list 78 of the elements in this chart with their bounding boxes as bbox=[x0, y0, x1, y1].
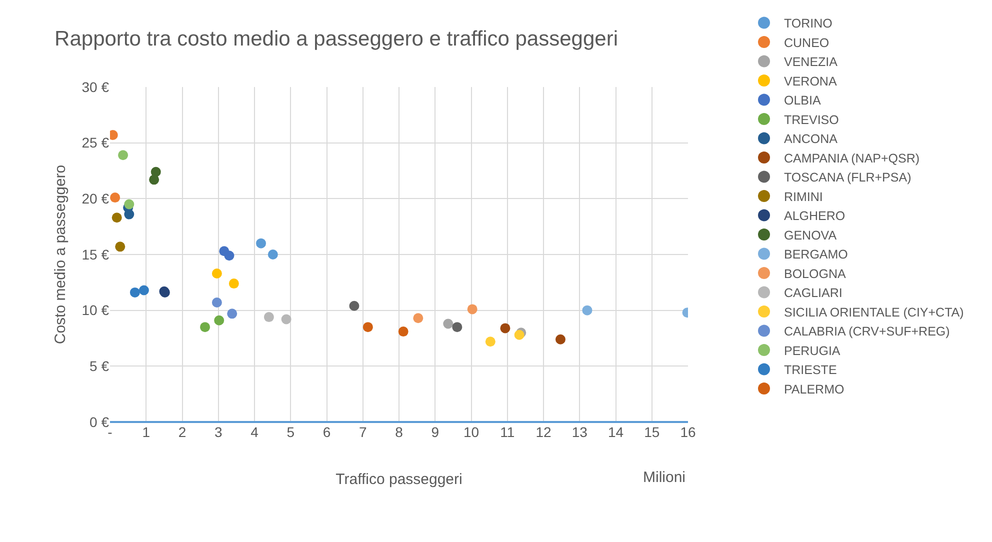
y-tick-label: 10 € bbox=[82, 302, 110, 318]
point bbox=[115, 242, 126, 252]
legend-label: VENEZIA bbox=[784, 55, 838, 70]
legend-label: TOSCANA (FLR+PSA) bbox=[784, 170, 912, 185]
point bbox=[500, 323, 510, 334]
x-tick-label: 7 bbox=[358, 424, 367, 440]
point bbox=[228, 278, 239, 289]
point bbox=[214, 315, 224, 326]
legend-label: TRIESTE bbox=[784, 363, 837, 378]
point bbox=[349, 300, 360, 311]
point bbox=[268, 250, 278, 260]
point bbox=[467, 304, 478, 314]
legend-label: ALGHERO bbox=[784, 209, 846, 224]
y-axis-title: Costo medio a passeggero bbox=[52, 164, 69, 344]
point bbox=[281, 314, 292, 324]
legend-label: GENOVA bbox=[784, 228, 838, 242]
legend-label: CAMPANIA (NAP+QSR) bbox=[784, 151, 920, 166]
x-tick-label: 9 bbox=[431, 424, 440, 440]
y-tick-label: 15 € bbox=[82, 246, 110, 262]
point bbox=[212, 268, 222, 278]
text: Milioni bbox=[643, 469, 686, 486]
point bbox=[224, 250, 234, 261]
legend-label: CAGLIARI bbox=[784, 286, 842, 300]
y-tick-label: 30 € bbox=[82, 78, 110, 95]
point bbox=[256, 238, 266, 248]
x-tick-label: 2 bbox=[178, 424, 186, 440]
x-tick-label: 5 bbox=[286, 424, 295, 440]
point bbox=[200, 322, 210, 332]
x-tick-label: 12 bbox=[536, 424, 552, 440]
legend-label: SICILIA ORIENTALE (CIY+CTA) bbox=[784, 305, 964, 320]
legend-label: OLBIA bbox=[784, 94, 822, 108]
point bbox=[118, 150, 128, 160]
point bbox=[452, 322, 462, 332]
point bbox=[398, 326, 408, 337]
legend-label: ANCONA bbox=[784, 132, 838, 146]
x-tick-label: 8 bbox=[395, 424, 404, 440]
legend-label: TREVISO bbox=[784, 112, 840, 127]
point bbox=[485, 336, 496, 347]
x-tick-label: 3 bbox=[214, 424, 222, 440]
point bbox=[264, 312, 274, 322]
x-tick-label: 1 bbox=[142, 424, 150, 440]
point bbox=[362, 322, 373, 332]
x-tick-label: 4 bbox=[250, 424, 259, 440]
legend-label: RIMINI bbox=[784, 190, 823, 204]
point bbox=[555, 334, 566, 344]
x-tick-label: 15 bbox=[644, 424, 660, 440]
x-tick-label: 16 bbox=[680, 424, 696, 440]
legend-label: TORINO bbox=[784, 16, 833, 31]
y-tick-label: 20 € bbox=[82, 190, 110, 207]
x-tick-label: 11 bbox=[500, 424, 515, 440]
x-axis-title: Traffico passeggeri bbox=[336, 471, 462, 488]
point bbox=[124, 209, 134, 220]
legend-label: PALERMO bbox=[784, 382, 844, 396]
legend-label: CALABRIA (CRV+SUF+REG) bbox=[784, 324, 950, 339]
chart-title: Rapporto tra costo medio a passeggero e traffico passeggeri bbox=[54, 27, 618, 50]
x-tick-label: 13 bbox=[572, 424, 588, 440]
point bbox=[130, 287, 140, 298]
point bbox=[124, 199, 134, 210]
legend-label: VERONA bbox=[784, 74, 838, 88]
point bbox=[110, 192, 120, 203]
point bbox=[112, 212, 122, 223]
point bbox=[138, 285, 149, 296]
y-tick-label: 5 € bbox=[90, 358, 110, 374]
legend-label: CUNEO bbox=[784, 36, 830, 50]
y-tick-label: 0 € bbox=[90, 414, 110, 430]
legend-label: BERGAMO bbox=[784, 248, 848, 262]
x-tick-label: 6 bbox=[322, 424, 331, 440]
point bbox=[227, 308, 238, 319]
point bbox=[149, 174, 160, 185]
point bbox=[413, 313, 424, 324]
legend-label: BOLOGNA bbox=[784, 266, 846, 281]
legend-label: PERUGIA bbox=[784, 344, 841, 358]
x-tick-label: 10 bbox=[463, 424, 480, 440]
x-tick-label: - bbox=[108, 424, 113, 440]
point bbox=[443, 318, 454, 329]
x-tick-label: 14 bbox=[608, 424, 624, 440]
point bbox=[212, 298, 222, 308]
y-tick-label: 25 € bbox=[82, 134, 110, 151]
